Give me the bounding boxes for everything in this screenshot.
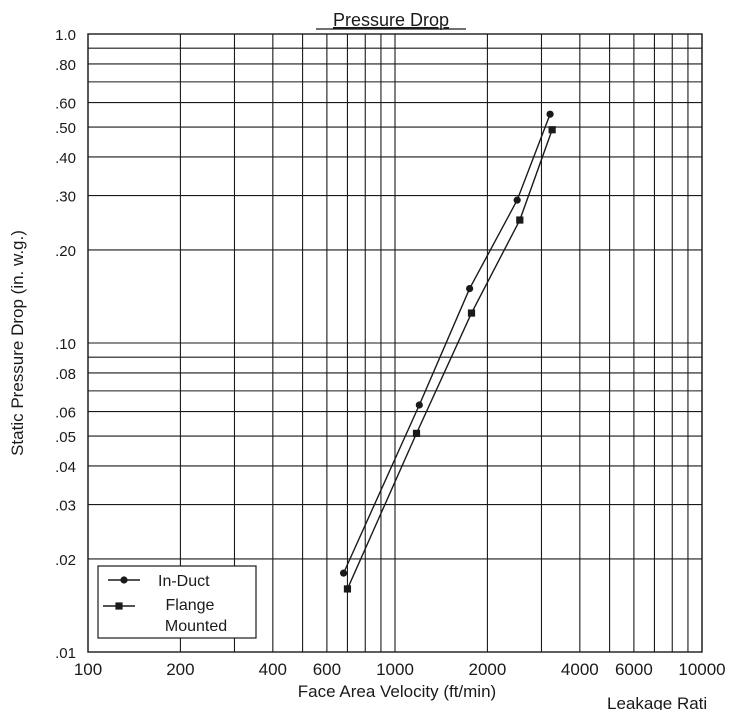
y-tick-label: .01: [55, 645, 76, 662]
y-tick-label: .80: [55, 57, 76, 74]
y-tick-label: .03: [55, 498, 76, 515]
data-point-square: [516, 216, 524, 224]
legend-marker-square: [115, 602, 123, 610]
data-point-circle: [546, 110, 554, 118]
data-point-square: [548, 126, 556, 134]
y-tick-label: .40: [55, 150, 76, 167]
x-tick-label: 2000: [469, 660, 507, 679]
data-point-square: [467, 309, 476, 317]
data-point-circle: [466, 284, 474, 293]
legend: In-Duct Flange Mounted: [97, 565, 257, 639]
x-tick-label: 1000: [376, 660, 414, 679]
plot-border: [87, 33, 703, 653]
x-tick-label: 600: [313, 660, 341, 679]
x-tick-label: 10000: [678, 660, 725, 679]
y-tick-label: .08: [55, 366, 76, 383]
y-tick-label: .06: [55, 405, 76, 422]
data-point-circle: [415, 401, 423, 409]
series-line: [346, 129, 553, 590]
grid: [87, 33, 703, 653]
y-tick-label: 1.0: [55, 27, 76, 44]
data-point-circle: [339, 569, 348, 577]
y-axis-label: Static Pressure Drop (in. w.g.): [8, 230, 27, 456]
y-tick-label: .60: [55, 96, 76, 113]
y-tick-label: .04: [55, 459, 76, 476]
y-tick-label: .02: [55, 552, 76, 569]
data-point-square: [412, 429, 421, 437]
series-flange-mounted: [343, 126, 556, 593]
y-tick-label: .30: [55, 189, 76, 206]
x-tick-label: 200: [166, 660, 194, 679]
x-tick-label: 6000: [615, 660, 653, 679]
legend-label-flange-mounted: Flange Mounted: [165, 597, 227, 635]
series-in-duct: [339, 110, 554, 577]
x-tick-label: 100: [74, 660, 102, 679]
y-tick-label: .05: [55, 429, 76, 446]
y-tick-label: .20: [55, 243, 76, 260]
chart-title: Pressure Drop: [333, 10, 449, 30]
data-point-square: [343, 585, 352, 593]
data-point-circle: [513, 196, 521, 204]
leakage-ratio-label: Leakage Rati: [607, 694, 707, 710]
x-tick-label: 400: [259, 660, 287, 679]
legend-label-in-duct: In-Duct: [158, 573, 210, 590]
legend-marker-circle: [120, 576, 128, 584]
x-tick-label: 4000: [561, 660, 599, 679]
y-tick-label: .10: [55, 336, 76, 353]
x-axis-label: Face Area Velocity (ft/min): [298, 682, 496, 701]
y-tick-label: .50: [55, 120, 76, 137]
